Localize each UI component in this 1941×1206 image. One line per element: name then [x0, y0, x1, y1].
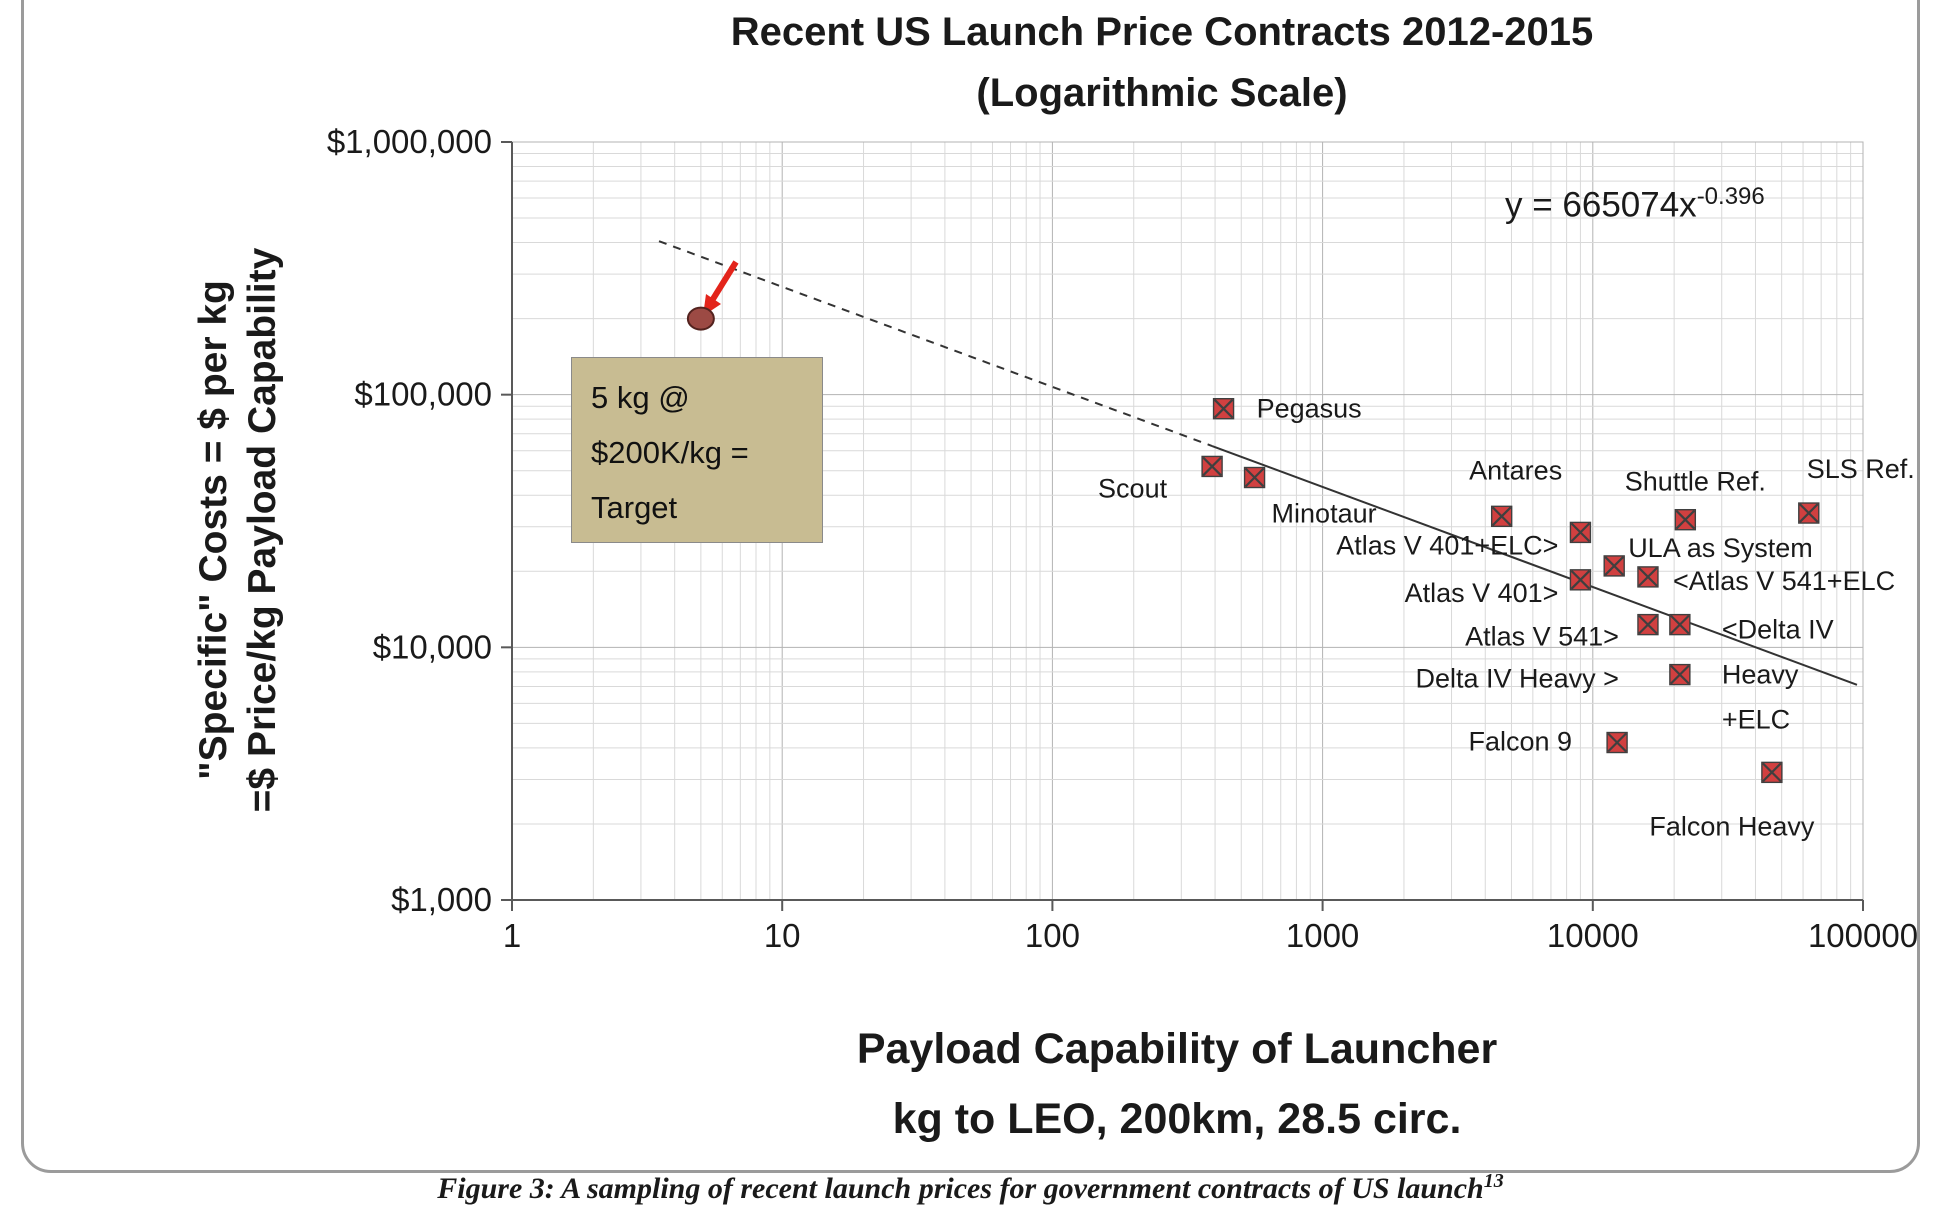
figure-caption-text: Figure 3: A sampling of recent launch pr…: [437, 1172, 1484, 1205]
y-tick-label: $1,000,000: [327, 123, 492, 160]
point-label: <Delta IV Heavy +ELC: [1722, 615, 1834, 735]
target-point: [686, 306, 715, 331]
point-label: SLS Ref.: [1807, 454, 1915, 484]
target-arrow: [703, 260, 739, 316]
chart-title-line1: Recent US Launch Price Contracts 2012-20…: [730, 10, 1594, 54]
annotation-line-2: $200K/kg =: [591, 435, 749, 470]
point-label: Antares: [1469, 455, 1562, 485]
trendline-equation-exponent: -0.396: [1696, 183, 1765, 210]
trendline-equation: y = 665074x-0.396: [1505, 183, 1765, 226]
x-tick-label: 100: [1025, 917, 1080, 954]
point-label: Delta IV Heavy >: [1416, 664, 1619, 694]
y-tick-label: $100,000: [354, 376, 492, 413]
point-label: Minotaur: [1272, 499, 1377, 529]
figure-caption: Figure 3: A sampling of recent launch pr…: [0, 1170, 1941, 1206]
chart-title-line2: (Logarithmic Scale): [976, 71, 1348, 115]
x-axis-title-line2: kg to LEO, 200km, 28.5 circ.: [892, 1095, 1462, 1143]
point-label: Falcon 9: [1469, 727, 1573, 757]
data-point-atlas-v-541: Atlas V 541>: [1465, 613, 1659, 652]
data-point-minotaur: Minotaur: [1243, 466, 1377, 529]
data-point-shuttle-ref-: Shuttle Ref.: [1625, 467, 1766, 531]
x-tick-label: 10: [764, 917, 801, 954]
data-point-atlas-v-541-elc: <Atlas V 541+ELC: [1637, 566, 1895, 596]
point-label: ULA as System: [1628, 533, 1813, 563]
chart-title: Recent US Launch Price Contracts 2012-20…: [412, 2, 1912, 124]
point-label: Pegasus: [1257, 394, 1362, 424]
data-point-antares: Antares: [1469, 455, 1562, 528]
point-label: Atlas V 541>: [1465, 622, 1619, 652]
x-axis-title: Payload Capability of Launcher kg to LEO…: [447, 1014, 1907, 1154]
point-label: <Atlas V 541+ELC: [1673, 566, 1895, 596]
point-label: Falcon Heavy: [1649, 811, 1815, 841]
annotation-line-3: Target: [591, 490, 678, 525]
data-point-ula-as-system: ULA as System: [1603, 533, 1813, 577]
data-point-falcon-heavy: Falcon Heavy: [1649, 761, 1815, 841]
data-point-sls-ref-: SLS Ref.: [1798, 454, 1915, 524]
data-point-atlas-v-401: Atlas V 401>: [1405, 569, 1592, 608]
data-point-delta-iv-heavy-elc: <Delta IV Heavy +ELC: [1669, 613, 1834, 735]
x-axis-title-line1: Payload Capability of Launcher: [856, 1025, 1498, 1073]
x-tick-label: 100000: [1808, 917, 1918, 954]
y-tick-label: $10,000: [373, 628, 492, 665]
point-label: Atlas V 401>: [1405, 578, 1559, 608]
data-point-delta-iv-heavy: Delta IV Heavy >: [1416, 664, 1691, 694]
data-point-falcon-9: Falcon 9: [1469, 727, 1628, 757]
trendline-solid: [1211, 445, 1858, 686]
point-label: Atlas V 401+ELC>: [1336, 530, 1558, 560]
data-point-pegasus: Pegasus: [1212, 394, 1362, 424]
x-tick-label: 1: [503, 917, 521, 954]
point-label: Shuttle Ref.: [1625, 467, 1766, 497]
x-tick-label: 10000: [1547, 917, 1639, 954]
annotation-line-1: 5 kg @: [591, 380, 690, 415]
data-point-scout: Scout: [1098, 455, 1223, 503]
point-label: Scout: [1098, 473, 1168, 503]
trendline-equation-base: y = 665074x: [1505, 185, 1697, 225]
y-tick-label: $1,000: [391, 881, 492, 918]
data-point-atlas-v-401-elc: Atlas V 401+ELC>: [1336, 521, 1592, 560]
target-annotation-box: 5 kg @ $200K/kg = Target: [571, 357, 823, 543]
axes: 1 10 100 1000 10000 100000 $1,000,000 $100,000 $…: [327, 123, 1918, 954]
x-tick-label: 1000: [1286, 917, 1359, 954]
figure-caption-superscript: 13: [1483, 1170, 1504, 1192]
